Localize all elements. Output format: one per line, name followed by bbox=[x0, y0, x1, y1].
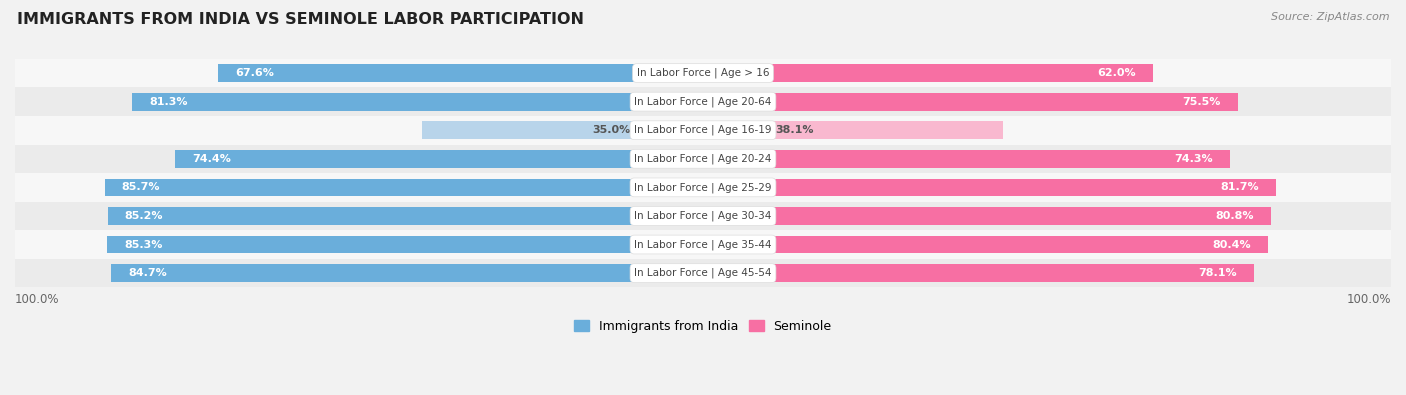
Text: In Labor Force | Age 16-19: In Labor Force | Age 16-19 bbox=[634, 125, 772, 135]
Bar bbox=[107, 236, 641, 254]
Text: 67.6%: 67.6% bbox=[235, 68, 274, 78]
Text: 80.8%: 80.8% bbox=[1215, 211, 1254, 221]
Text: 80.4%: 80.4% bbox=[1212, 239, 1251, 250]
Text: 81.7%: 81.7% bbox=[1220, 182, 1260, 192]
Bar bbox=[765, 179, 1277, 196]
Text: 38.1%: 38.1% bbox=[775, 125, 814, 135]
Text: 100.0%: 100.0% bbox=[15, 293, 59, 306]
Bar bbox=[132, 93, 641, 111]
Text: 85.3%: 85.3% bbox=[124, 239, 163, 250]
Text: 81.3%: 81.3% bbox=[149, 97, 188, 107]
Bar bbox=[15, 116, 1391, 145]
Bar bbox=[765, 236, 1268, 254]
Bar bbox=[15, 202, 1391, 230]
Text: In Labor Force | Age 30-34: In Labor Force | Age 30-34 bbox=[634, 211, 772, 221]
Bar bbox=[218, 64, 641, 82]
Text: 85.2%: 85.2% bbox=[125, 211, 163, 221]
Text: 74.4%: 74.4% bbox=[193, 154, 232, 164]
Bar bbox=[15, 230, 1391, 259]
Text: 100.0%: 100.0% bbox=[1347, 293, 1391, 306]
Text: Source: ZipAtlas.com: Source: ZipAtlas.com bbox=[1271, 12, 1389, 22]
Text: 84.7%: 84.7% bbox=[128, 268, 167, 278]
Bar bbox=[176, 150, 641, 167]
Bar bbox=[765, 264, 1254, 282]
Text: In Labor Force | Age 35-44: In Labor Force | Age 35-44 bbox=[634, 239, 772, 250]
Text: 78.1%: 78.1% bbox=[1198, 268, 1237, 278]
Bar bbox=[104, 179, 641, 196]
Bar bbox=[765, 121, 1004, 139]
Text: IMMIGRANTS FROM INDIA VS SEMINOLE LABOR PARTICIPATION: IMMIGRANTS FROM INDIA VS SEMINOLE LABOR … bbox=[17, 12, 583, 27]
Text: 75.5%: 75.5% bbox=[1182, 97, 1220, 107]
Bar bbox=[111, 264, 641, 282]
Text: In Labor Force | Age 45-54: In Labor Force | Age 45-54 bbox=[634, 268, 772, 278]
Bar bbox=[765, 93, 1237, 111]
Bar bbox=[15, 173, 1391, 202]
Bar bbox=[422, 121, 641, 139]
Bar bbox=[15, 259, 1391, 288]
Bar bbox=[765, 207, 1271, 225]
Legend: Immigrants from India, Seminole: Immigrants from India, Seminole bbox=[569, 315, 837, 338]
Bar bbox=[765, 150, 1230, 167]
Text: 62.0%: 62.0% bbox=[1097, 68, 1136, 78]
Text: In Labor Force | Age > 16: In Labor Force | Age > 16 bbox=[637, 68, 769, 78]
Bar bbox=[15, 87, 1391, 116]
Bar bbox=[765, 64, 1153, 82]
Text: 35.0%: 35.0% bbox=[592, 125, 631, 135]
Bar bbox=[108, 207, 641, 225]
Text: In Labor Force | Age 25-29: In Labor Force | Age 25-29 bbox=[634, 182, 772, 193]
Text: 74.3%: 74.3% bbox=[1174, 154, 1213, 164]
Text: In Labor Force | Age 20-24: In Labor Force | Age 20-24 bbox=[634, 154, 772, 164]
Bar bbox=[15, 59, 1391, 87]
Bar bbox=[15, 145, 1391, 173]
Text: In Labor Force | Age 20-64: In Labor Force | Age 20-64 bbox=[634, 96, 772, 107]
Text: 85.7%: 85.7% bbox=[122, 182, 160, 192]
